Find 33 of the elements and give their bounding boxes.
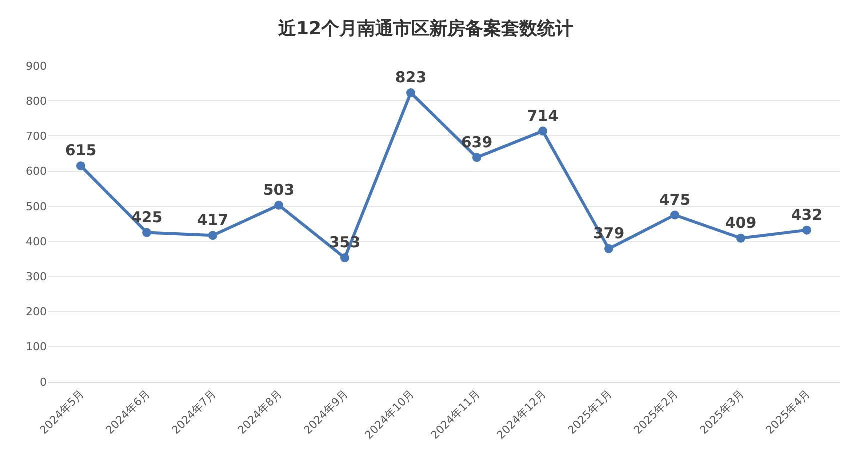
point	[802, 226, 812, 235]
y-tick-label: 800	[26, 94, 47, 108]
data-label: 409	[725, 214, 757, 232]
y-tick-label: 0	[40, 376, 47, 389]
y-tick-label: 400	[26, 235, 47, 248]
data-label: 475	[659, 190, 691, 209]
y-tick-label: 100	[26, 340, 47, 354]
chart-title: 近12个月南通市区新房备案套数统计	[277, 18, 574, 40]
point	[274, 200, 284, 210]
data-label: 503	[263, 181, 295, 200]
point	[76, 162, 86, 171]
data-label: 425	[131, 208, 163, 226]
data-label: 714	[527, 106, 559, 125]
data-label: 823	[395, 68, 427, 87]
point	[670, 210, 680, 220]
y-tick-label: 500	[26, 200, 47, 214]
point	[604, 244, 614, 254]
y-tick-label: 700	[26, 130, 47, 144]
data-label: 432	[791, 206, 823, 224]
y-tick-label: 200	[26, 306, 47, 319]
data-label: 417	[197, 211, 229, 230]
data-label: 639	[461, 133, 493, 152]
point	[208, 231, 218, 240]
data-label: 615	[65, 142, 97, 160]
point	[538, 126, 548, 136]
point	[142, 228, 152, 238]
point	[406, 88, 416, 98]
y-tick-label: 600	[26, 165, 47, 178]
y-tick-label: 300	[26, 270, 47, 284]
y-tick-label: 900	[26, 60, 47, 73]
point	[472, 153, 482, 162]
point	[340, 254, 350, 263]
point	[736, 234, 746, 243]
